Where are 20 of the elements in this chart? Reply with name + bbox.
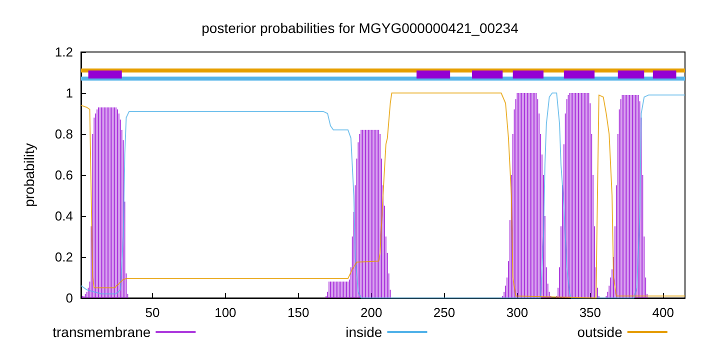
y-tick-label: 0.2: [54, 250, 73, 264]
x-tick-label: 250: [433, 305, 456, 320]
y-tick-label: 0: [66, 290, 73, 306]
legend-label: transmembrane: [52, 324, 151, 340]
legend-label: outside: [577, 324, 623, 340]
x-tick-label: 400: [652, 305, 674, 320]
y-tick-label: 0.8: [54, 126, 73, 142]
x-tick-label: 300: [506, 305, 528, 320]
y-tick-label: 0.4: [54, 208, 73, 224]
y-tick-label: 1: [66, 86, 73, 100]
legend-label: inside: [346, 324, 382, 340]
x-tick-label: 150: [288, 305, 310, 320]
chart-title: posterior probabilities for MGYG000000421_00234: [202, 20, 519, 36]
x-tick-label: 100: [214, 305, 236, 320]
x-tick-label: 50: [145, 305, 160, 320]
y-tick-label: 0.6: [54, 168, 73, 182]
x-tick-label: 350: [579, 305, 602, 320]
x-tick-label: 200: [360, 305, 382, 320]
y-axis-title: probability: [21, 143, 37, 207]
y-tick-label: 1.2: [54, 44, 73, 60]
